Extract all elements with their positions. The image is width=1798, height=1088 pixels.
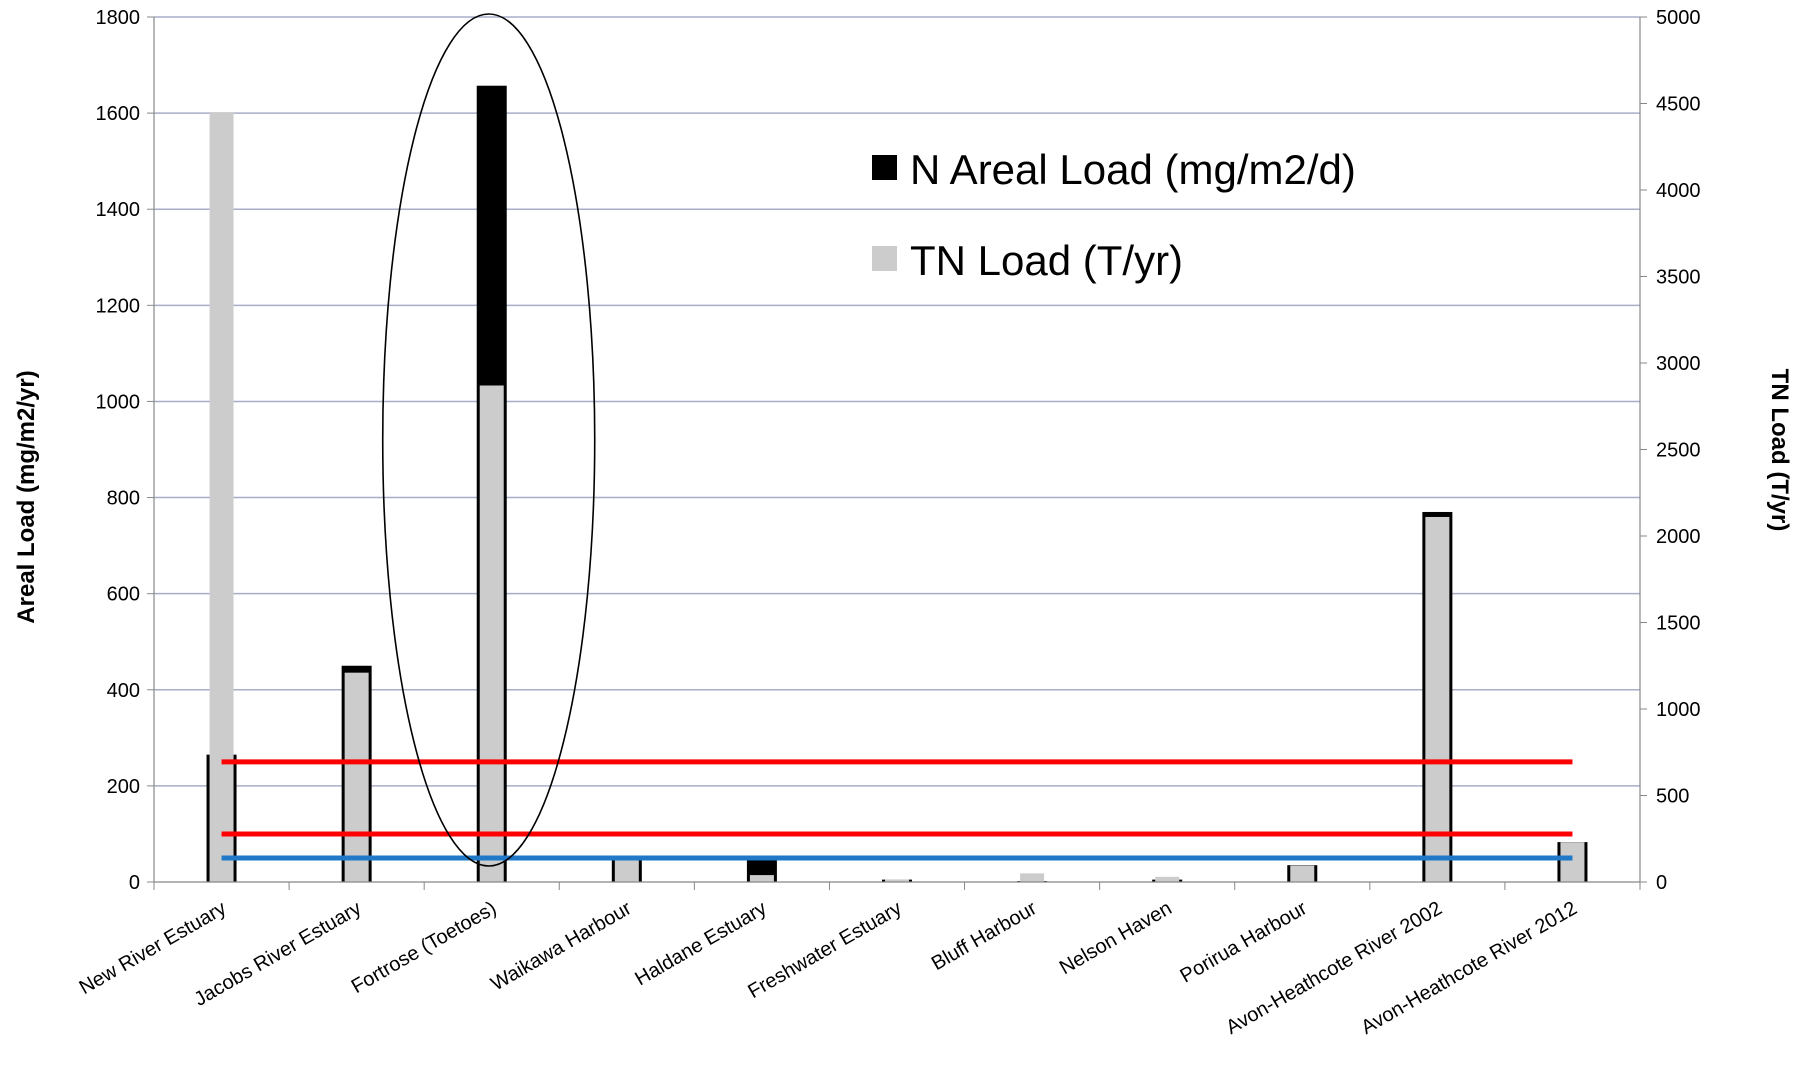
x-tick-label: Avon-Heathcote River 2012	[1357, 897, 1580, 1039]
axes	[147, 16, 1647, 890]
y2-tick-label: 4500	[1656, 94, 1701, 116]
y2-tick-label: 1000	[1656, 699, 1701, 721]
y-tick-label: 800	[107, 488, 140, 510]
legend-swatch-n-areal-load	[872, 155, 897, 180]
bar-tn-load	[885, 879, 909, 882]
bar-tn-load	[749, 875, 774, 882]
y-tick-label: 1000	[96, 391, 141, 413]
bar-tn-load	[344, 672, 369, 882]
legend: N Areal Load (mg/m2/d) TN Load (T/yr)	[872, 146, 1356, 284]
bar-tn-load	[1290, 865, 1315, 882]
tick-labels: 0 200 400 600 800 1000 1200 1400 1600 1800 0 500 100…	[96, 7, 1701, 894]
y2-tick-label: 0	[1656, 872, 1667, 894]
x-tick-label: Avon-Heathcote River 2002	[1222, 897, 1445, 1039]
x-tick-label: Haldane Estuary	[631, 897, 770, 990]
highlight-ellipse	[381, 13, 596, 867]
y2-tick-label: 5000	[1656, 7, 1701, 29]
bar-tn-load	[1425, 516, 1450, 882]
annotations	[381, 13, 596, 867]
x-tick-label: Waikawa Harbour	[487, 897, 635, 995]
y2-tick-label: 4000	[1656, 180, 1701, 202]
x-tick-label: Nelson Haven	[1056, 897, 1176, 979]
bars	[206, 85, 1588, 883]
y2-tick-label: 2000	[1656, 526, 1701, 548]
x-tick-label: Bluff Harbour	[928, 897, 1041, 975]
y-tick-label: 200	[107, 776, 140, 798]
y-tick-label: 1800	[96, 7, 141, 29]
y-tick-label: 1600	[96, 103, 141, 125]
y2-tick-label: 3500	[1656, 267, 1701, 289]
bar-tn-load	[1155, 876, 1180, 882]
legend-label-n-areal-load: N Areal Load (mg/m2/d)	[910, 146, 1356, 193]
gridlines	[154, 16, 1640, 787]
x-tick-label: Fortrose (Toetoes)	[348, 897, 501, 998]
y2-tick-label: 3000	[1656, 353, 1701, 375]
y-tick-label: 600	[107, 584, 140, 606]
y2-tick-label: 500	[1656, 786, 1689, 808]
y-tick-label: 400	[107, 680, 140, 702]
legend-swatch-tn-load	[872, 246, 897, 271]
bar-tn-load	[1560, 842, 1585, 882]
bar-tn-load	[1020, 873, 1045, 882]
bar-tn-load	[479, 385, 504, 882]
y-axis-title: Areal Load (mg/m2/yr)	[13, 370, 40, 623]
x-tick-label: Porirua Harbour	[1177, 897, 1312, 987]
bar-tn-load	[209, 112, 234, 882]
y2-tick-label: 1500	[1656, 613, 1701, 635]
legend-label-tn-load: TN Load (T/yr)	[910, 237, 1183, 284]
y2-tick-label: 2500	[1656, 440, 1701, 462]
y-tick-label: 0	[129, 872, 140, 894]
y-tick-label: 1400	[96, 199, 141, 221]
y-tick-label: 1200	[96, 295, 141, 317]
y2-axis-title: TN Load (T/yr)	[1766, 369, 1793, 532]
reference-lines	[221, 759, 1573, 861]
